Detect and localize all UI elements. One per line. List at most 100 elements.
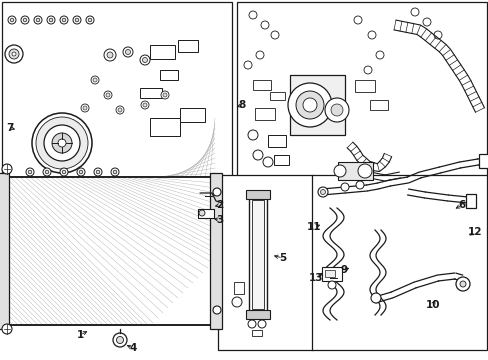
Circle shape (370, 293, 380, 303)
Circle shape (330, 104, 342, 116)
Circle shape (375, 51, 383, 59)
Bar (150, 118, 180, 136)
Bar (369, 100, 387, 110)
Circle shape (104, 49, 116, 61)
Text: 12: 12 (467, 227, 481, 237)
Circle shape (213, 188, 221, 196)
Circle shape (62, 18, 66, 22)
Circle shape (410, 8, 418, 16)
Text: 13: 13 (308, 273, 323, 283)
Circle shape (199, 210, 204, 216)
Bar (465, 194, 475, 208)
Bar (209, 173, 222, 329)
Circle shape (142, 103, 147, 107)
Text: 7: 7 (6, 123, 14, 133)
Circle shape (256, 51, 264, 59)
Bar (237, 2, 486, 197)
Circle shape (248, 11, 257, 19)
Circle shape (12, 52, 16, 56)
Circle shape (327, 281, 335, 289)
Circle shape (123, 47, 133, 57)
Circle shape (367, 31, 375, 39)
Circle shape (81, 104, 89, 112)
Bar (160, 70, 178, 80)
Circle shape (263, 157, 272, 167)
Circle shape (140, 55, 150, 65)
Circle shape (357, 164, 371, 178)
Circle shape (141, 101, 149, 109)
Bar (3, 177, 215, 325)
Text: 4: 4 (129, 343, 137, 353)
Circle shape (94, 168, 102, 176)
Circle shape (287, 83, 331, 127)
Bar (178, 40, 198, 52)
Circle shape (73, 16, 81, 24)
Text: 6: 6 (457, 200, 465, 210)
Bar (269, 92, 285, 100)
Circle shape (142, 58, 147, 63)
Circle shape (104, 91, 112, 99)
Circle shape (363, 66, 371, 74)
Circle shape (213, 306, 221, 314)
Text: 1: 1 (76, 330, 83, 340)
Bar (254, 108, 274, 120)
Bar (245, 310, 269, 319)
Circle shape (111, 168, 119, 176)
Circle shape (353, 16, 361, 24)
Bar (252, 80, 270, 90)
Circle shape (28, 170, 32, 174)
Circle shape (34, 16, 42, 24)
Bar (478, 154, 488, 168)
Circle shape (355, 181, 363, 189)
Circle shape (113, 170, 117, 174)
Text: 2: 2 (216, 200, 223, 210)
Circle shape (23, 18, 27, 22)
Circle shape (161, 91, 169, 99)
Circle shape (60, 16, 68, 24)
Circle shape (58, 139, 66, 147)
Circle shape (106, 93, 110, 97)
Bar (248, 197, 266, 312)
Bar (218, 175, 312, 350)
Circle shape (60, 168, 68, 176)
Text: 9: 9 (340, 265, 347, 275)
Circle shape (107, 52, 113, 58)
Circle shape (44, 125, 80, 161)
Circle shape (231, 297, 242, 307)
Circle shape (36, 18, 40, 22)
Circle shape (261, 21, 268, 29)
Circle shape (45, 170, 49, 174)
Circle shape (52, 133, 72, 153)
Bar (140, 88, 162, 98)
Circle shape (340, 183, 348, 191)
Circle shape (10, 18, 14, 22)
Text: 11: 11 (306, 222, 321, 232)
Circle shape (43, 168, 51, 176)
Circle shape (75, 18, 79, 22)
Circle shape (163, 93, 167, 97)
Circle shape (2, 324, 12, 334)
Circle shape (26, 168, 34, 176)
Circle shape (258, 320, 265, 328)
Circle shape (295, 91, 324, 119)
Circle shape (244, 61, 251, 69)
Circle shape (270, 31, 279, 39)
Circle shape (62, 170, 66, 174)
Circle shape (116, 106, 124, 114)
Circle shape (5, 45, 23, 63)
Text: 8: 8 (238, 100, 245, 110)
Circle shape (86, 16, 94, 24)
Circle shape (91, 76, 99, 84)
Bar (251, 330, 262, 336)
Circle shape (83, 106, 87, 110)
Circle shape (303, 98, 316, 112)
Circle shape (32, 113, 92, 173)
Circle shape (47, 16, 55, 24)
Circle shape (118, 108, 122, 112)
Circle shape (79, 170, 82, 174)
Bar (337, 162, 372, 180)
Circle shape (93, 78, 97, 82)
Circle shape (320, 189, 325, 194)
Bar (267, 135, 285, 147)
Circle shape (36, 117, 88, 169)
